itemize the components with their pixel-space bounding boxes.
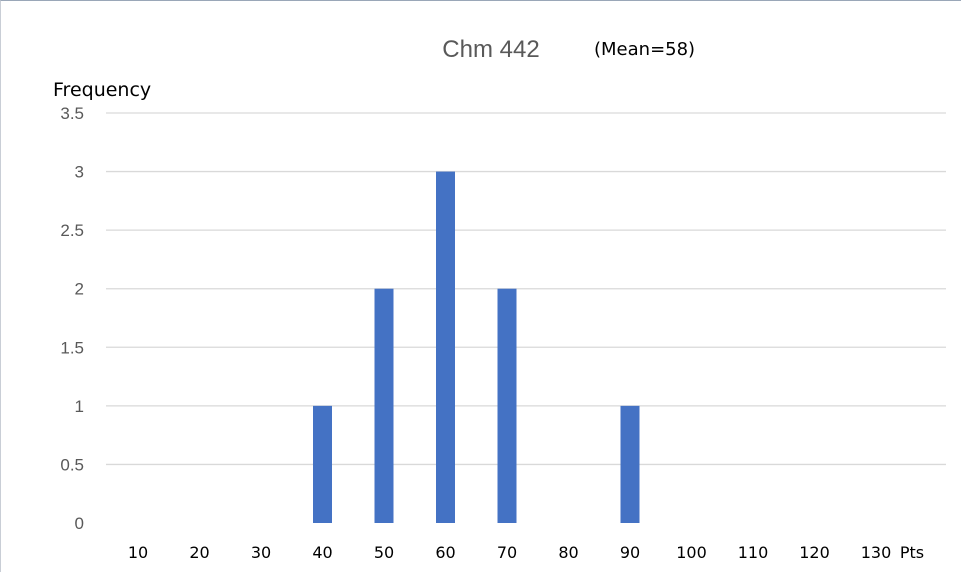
x-tick-label: 30: [251, 543, 271, 562]
x-tick-label: 20: [189, 543, 209, 562]
x-tick-label: 100: [676, 543, 707, 562]
bar-40: [313, 405, 332, 523]
x-axis-label: Pts: [900, 543, 924, 562]
x-tick-label: 90: [620, 543, 640, 562]
y-tick-label: 3.5: [60, 104, 84, 123]
y-tick-label: 1.5: [60, 338, 84, 357]
y-tick-label: 2.5: [60, 221, 84, 240]
chart-title: Chm 442: [442, 36, 539, 63]
x-tick-label: 70: [497, 543, 517, 562]
bar-50: [374, 288, 394, 523]
bar-60: [436, 171, 455, 524]
x-tick-label: 40: [312, 543, 332, 562]
bar-90: [620, 405, 640, 523]
x-tick-label: 10: [128, 543, 148, 562]
y-tick-label: 3: [75, 163, 84, 182]
mean-annotation: (Mean=58): [594, 39, 695, 60]
x-tick-label: 80: [558, 543, 578, 562]
y-tick-label: 0: [75, 514, 84, 533]
y-axis-label: Frequency: [53, 79, 151, 101]
bars: [313, 171, 640, 524]
x-tick-label: 110: [738, 543, 769, 562]
gridlines: [106, 112, 946, 466]
y-tick-label: 2: [75, 280, 84, 299]
x-tick-label: 60: [435, 543, 455, 562]
y-tick-label: 0.5: [60, 455, 84, 474]
x-tick-label: 120: [799, 543, 830, 562]
bar-70: [497, 288, 517, 523]
y-tick-label: 1: [75, 397, 84, 416]
x-tick-label: 130: [861, 543, 892, 562]
x-tick-labels: 10 20 30 40 50 60 70 80 90 100 110 120 130: [128, 543, 891, 562]
y-tick-labels: 0 0.5 1 1.5 2 2.5 3 3.5: [60, 104, 84, 533]
x-tick-label: 50: [374, 543, 394, 562]
